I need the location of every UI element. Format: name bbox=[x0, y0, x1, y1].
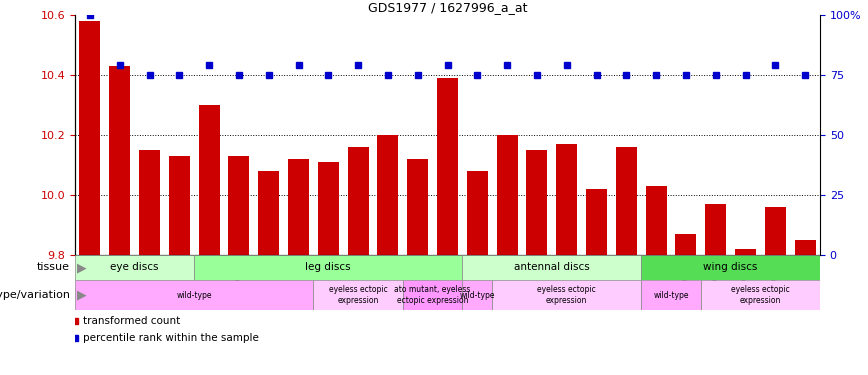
Bar bbox=[641, 280, 700, 310]
Text: eye discs: eye discs bbox=[110, 262, 159, 273]
Bar bbox=[259, 171, 279, 255]
Bar bbox=[228, 156, 249, 255]
Bar bbox=[437, 78, 458, 255]
Text: ▶: ▶ bbox=[77, 288, 87, 302]
Bar bbox=[492, 280, 641, 310]
Bar bbox=[463, 280, 492, 310]
Text: eyeless ectopic
expression: eyeless ectopic expression bbox=[731, 285, 790, 305]
Bar bbox=[556, 144, 577, 255]
Text: transformed count: transformed count bbox=[83, 316, 181, 326]
Bar bbox=[194, 255, 463, 280]
Bar bbox=[700, 280, 820, 310]
Text: eyeless ectopic
expression: eyeless ectopic expression bbox=[329, 285, 387, 305]
Bar bbox=[407, 159, 428, 255]
Bar bbox=[75, 255, 194, 280]
Text: eyeless ectopic
expression: eyeless ectopic expression bbox=[537, 285, 596, 305]
Text: leg discs: leg discs bbox=[306, 262, 352, 273]
Bar bbox=[318, 162, 339, 255]
Text: tissue: tissue bbox=[37, 262, 70, 273]
Bar bbox=[139, 150, 160, 255]
Title: GDS1977 / 1627996_a_at: GDS1977 / 1627996_a_at bbox=[368, 1, 527, 14]
Bar bbox=[169, 156, 190, 255]
Bar bbox=[616, 147, 637, 255]
Bar bbox=[378, 135, 398, 255]
Text: genotype/variation: genotype/variation bbox=[0, 290, 70, 300]
Bar bbox=[646, 186, 667, 255]
Bar bbox=[765, 207, 786, 255]
Text: ▶: ▶ bbox=[77, 261, 87, 274]
Bar bbox=[467, 171, 488, 255]
Bar bbox=[288, 159, 309, 255]
Bar bbox=[463, 255, 641, 280]
Text: percentile rank within the sample: percentile rank within the sample bbox=[83, 333, 259, 343]
Bar bbox=[199, 105, 220, 255]
Bar bbox=[586, 189, 607, 255]
Bar bbox=[313, 280, 403, 310]
Bar bbox=[496, 135, 517, 255]
Text: antennal discs: antennal discs bbox=[514, 262, 589, 273]
Bar bbox=[675, 234, 696, 255]
Bar bbox=[403, 280, 463, 310]
Bar bbox=[795, 240, 816, 255]
Text: wing discs: wing discs bbox=[703, 262, 758, 273]
Text: wild-type: wild-type bbox=[654, 291, 688, 300]
Bar bbox=[75, 280, 313, 310]
Text: ato mutant, eyeless
ectopic expression: ato mutant, eyeless ectopic expression bbox=[394, 285, 470, 305]
Bar bbox=[706, 204, 727, 255]
Bar bbox=[527, 150, 548, 255]
Text: wild-type: wild-type bbox=[176, 291, 212, 300]
Text: wild-type: wild-type bbox=[459, 291, 495, 300]
Bar bbox=[109, 66, 130, 255]
Bar bbox=[641, 255, 820, 280]
Bar bbox=[735, 249, 756, 255]
Bar bbox=[80, 21, 101, 255]
Bar bbox=[348, 147, 369, 255]
